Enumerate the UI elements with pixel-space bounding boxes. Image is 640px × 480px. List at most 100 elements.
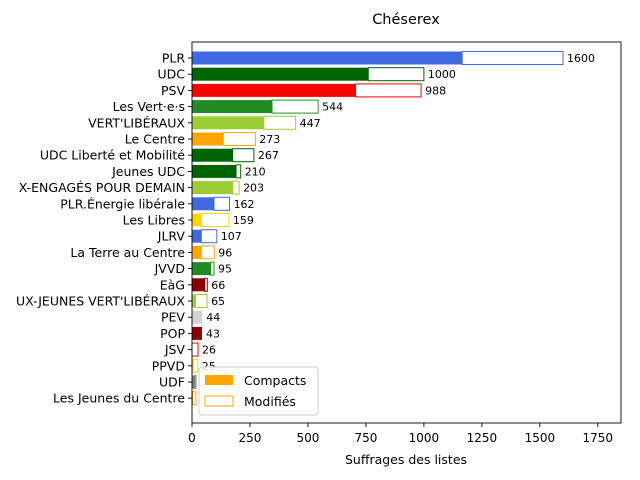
- value-label: 66: [211, 279, 225, 292]
- value-label: 65: [211, 295, 225, 308]
- bar-compacts: [192, 229, 202, 243]
- bar-compacts: [192, 67, 369, 81]
- bar-modifies: [235, 164, 242, 179]
- value-label: 162: [234, 198, 255, 211]
- category-label: POP: [160, 326, 185, 341]
- bar-compacts: [192, 375, 195, 389]
- category-label: VERT'LIBÉRAUX: [88, 115, 185, 130]
- value-label: 1000: [428, 68, 456, 81]
- bar-compacts: [192, 359, 194, 373]
- x-tick-label: 1750: [583, 431, 614, 445]
- legend-swatch: [205, 375, 233, 385]
- x-tick-label: 250: [239, 431, 262, 445]
- category-label: Les Vert·e·s: [113, 99, 185, 114]
- value-label: 95: [218, 263, 232, 276]
- x-tick-label: 1500: [525, 431, 556, 445]
- plot-frame: [191, 41, 622, 424]
- category-label: JLRV: [157, 229, 186, 244]
- bar-modifies: [263, 115, 297, 130]
- bar-compacts: [192, 294, 196, 308]
- bar-modifies: [194, 375, 197, 389]
- x-tick-label: 1250: [467, 431, 498, 445]
- value-label: 159: [233, 214, 254, 227]
- x-tick-label: 0: [188, 431, 196, 445]
- category-label: PSV: [161, 83, 185, 98]
- value-label: 273: [259, 133, 280, 146]
- value-label: 267: [258, 149, 279, 162]
- bar-compacts: [192, 213, 202, 227]
- bar-modifies: [200, 213, 230, 227]
- category-label: Les Libres: [123, 213, 185, 228]
- legend-swatch: [204, 395, 234, 407]
- chart-title: Chéserex: [372, 12, 440, 28]
- bar-modifies: [200, 245, 215, 260]
- value-label: 107: [221, 230, 242, 243]
- x-tick-label: 500: [296, 431, 319, 445]
- x-axis-label: Suffrages des listes: [345, 452, 467, 467]
- bar-compacts: [192, 197, 215, 211]
- x-tick-label: 750: [354, 431, 377, 445]
- category-label: EàG: [160, 277, 185, 292]
- legend-label: Compacts: [244, 373, 306, 388]
- value-label: 988: [425, 84, 446, 97]
- bar-compacts: [192, 181, 233, 195]
- category-label: UDC: [157, 67, 185, 82]
- legend-label: Modifiés: [244, 394, 296, 409]
- bar-modifies: [204, 277, 208, 292]
- category-label: Le Centre: [125, 132, 186, 147]
- bar-modifies: [271, 99, 319, 114]
- bar-compacts: [192, 278, 205, 292]
- category-label: Jeunes UDC: [111, 164, 185, 179]
- x-tick-label: 1000: [409, 431, 440, 445]
- category-label: Les Jeunes du Centre: [53, 391, 185, 406]
- legend: Compacts Modifiés: [198, 366, 319, 416]
- bar-compacts: [192, 326, 202, 340]
- value-label: 26: [202, 344, 216, 357]
- bar-compacts: [192, 100, 273, 114]
- bar-modifies: [200, 229, 218, 244]
- value-label: 43: [206, 327, 220, 340]
- category-label: PLR.Énergie libérale: [60, 196, 185, 211]
- bar-modifies: [210, 261, 215, 276]
- bar-compacts: [192, 148, 233, 162]
- value-label: 447: [300, 117, 321, 130]
- category-label: PEV: [161, 310, 185, 325]
- category-label: UX-JEUNES VERT'LIBÉRAUX: [16, 294, 185, 309]
- value-label: 203: [243, 182, 264, 195]
- bar-modifies: [213, 196, 231, 211]
- value-label: 44: [206, 311, 220, 324]
- bar-compacts: [192, 164, 237, 178]
- value-label: 1600: [567, 52, 595, 65]
- bar-compacts: [192, 132, 224, 146]
- value-label: 544: [322, 101, 343, 114]
- bars-group: [191, 51, 564, 406]
- bar-compacts: [192, 262, 211, 276]
- bar-compacts: [192, 51, 463, 65]
- category-label: PPVD: [152, 358, 185, 373]
- bar-compacts: [192, 310, 203, 324]
- category-label: UDF: [159, 375, 185, 390]
- category-label: PLR: [162, 51, 186, 66]
- bar-modifies: [232, 180, 240, 195]
- bar-modifies: [354, 83, 422, 98]
- bar-modifies: [461, 51, 564, 65]
- bar-modifies: [232, 148, 255, 163]
- category-label: JSV: [164, 342, 186, 357]
- category-label: La Terre au Centre: [70, 245, 185, 260]
- bar-modifies: [192, 358, 199, 373]
- bar-modifies: [367, 67, 425, 82]
- category-label: X-ENGAGÉS POUR DEMAIN: [19, 180, 185, 195]
- bar-modifies: [192, 391, 197, 406]
- bar-compacts: [192, 245, 202, 259]
- bar-modifies: [191, 342, 199, 357]
- value-label: 210: [245, 165, 266, 178]
- category-label: JVVD: [154, 261, 185, 276]
- bar-compacts: [192, 83, 356, 97]
- bar-modifies: [222, 132, 256, 146]
- value-label: 96: [218, 246, 232, 259]
- category-label: UDC Liberté et Mobilité: [40, 148, 185, 163]
- bar-modifies: [194, 294, 208, 308]
